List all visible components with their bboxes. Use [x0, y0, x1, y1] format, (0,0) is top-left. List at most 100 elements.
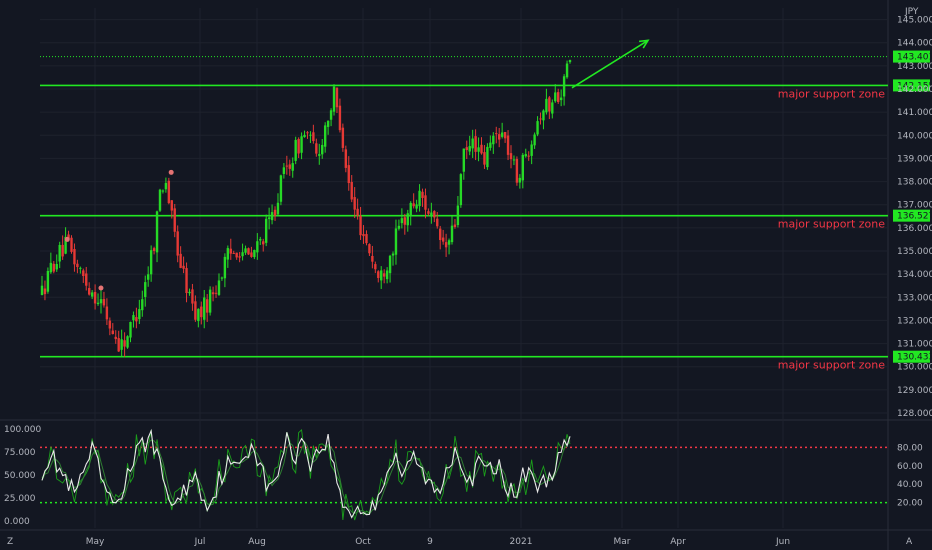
candle-body: [61, 244, 64, 257]
candle-body: [374, 264, 377, 270]
candle-body: [306, 132, 309, 134]
candle-body: [155, 211, 159, 253]
time-tick-label: 9: [427, 537, 433, 547]
candle-body: [506, 135, 510, 155]
candle-body: [356, 208, 359, 216]
candle-body: [444, 242, 448, 248]
candle-body: [167, 180, 171, 204]
candle-body: [262, 241, 265, 245]
time-tick-label: 2021: [510, 537, 533, 547]
candle-body: [264, 218, 268, 243]
support-price-tag: [893, 209, 930, 222]
candle-body: [515, 158, 519, 183]
candle-body: [223, 256, 227, 279]
price-tick-label: 133.000: [897, 293, 932, 303]
candle-body: [409, 202, 412, 216]
candle-body: [371, 255, 374, 262]
candle-body: [447, 240, 451, 245]
price-tick-label: 144.000: [897, 39, 932, 49]
candle-body: [350, 181, 353, 200]
time-axis[interactable]: May Jul Aug Oct 9 2021 Mar Apr Jun Z A: [7, 537, 913, 547]
price-tick-label: 130.000: [897, 363, 932, 373]
candle-body: [453, 224, 457, 227]
candle-body: [403, 217, 407, 225]
candle-body: [335, 87, 339, 108]
candlesticks: [40, 59, 572, 357]
candle-body: [244, 248, 247, 253]
candle-body: [397, 225, 401, 229]
support-lines: 142.155 136.527 130.433 143.401: [40, 50, 932, 363]
candle-body: [521, 154, 525, 181]
oscillator-left-tick: 25.000: [4, 494, 36, 504]
candle-body: [512, 159, 516, 161]
candle-body: [185, 268, 188, 294]
candle-body: [465, 147, 468, 151]
time-tick-label: Jul: [194, 537, 206, 547]
candle-body: [52, 263, 55, 272]
candle-body: [247, 248, 250, 255]
candle-body: [200, 306, 203, 318]
time-tick-label: Aug: [248, 537, 266, 547]
candle-body: [503, 131, 507, 139]
candle-body: [117, 338, 120, 352]
candle-body: [459, 174, 463, 206]
candle-body: [365, 234, 368, 244]
candle-body: [138, 309, 141, 320]
candle-body: [562, 76, 566, 97]
candle-body: [433, 211, 436, 218]
current-price-tag: [893, 50, 930, 63]
candle-body: [312, 132, 315, 142]
pivot-markers: [64, 169, 174, 291]
candle-body: [427, 211, 430, 214]
projection-arrow: [571, 39, 650, 89]
candle-body: [559, 97, 563, 101]
candle-body: [96, 302, 100, 305]
support-price-tag-text: 136.527: [897, 212, 932, 222]
oscillator-left-tick: 0.000: [4, 517, 30, 527]
candle-body: [359, 215, 362, 236]
candle-body: [85, 273, 88, 286]
candle-body: [441, 237, 445, 242]
candle-body: [436, 218, 439, 227]
candle-body: [347, 165, 350, 184]
time-tick-label: Apr: [670, 537, 686, 547]
candle-body: [158, 189, 162, 211]
candle-body: [161, 190, 165, 192]
price-axis[interactable]: 145.000 144.000 143.000 142.000 141.000 140.0…: [897, 7, 932, 419]
currency-label: JPY: [904, 7, 919, 17]
candle-body: [229, 248, 232, 254]
candle-body: [93, 291, 97, 304]
candle-body: [530, 144, 533, 156]
support-price-tag-text: 142.155: [897, 81, 932, 91]
candle-body: [300, 136, 303, 153]
candle-body: [253, 249, 256, 258]
candle-body: [492, 135, 495, 145]
oscillator-right-tick: 60.00: [897, 462, 923, 472]
candle-body: [173, 208, 176, 232]
candle-body: [551, 102, 554, 114]
candle-body: [87, 288, 91, 295]
candle-body: [76, 263, 79, 268]
oscillator-left-tick: 50.000: [4, 471, 36, 481]
candle-body: [353, 197, 356, 210]
candle-body: [170, 200, 173, 211]
candle-body: [536, 121, 539, 135]
candle-body: [421, 191, 424, 198]
price-tick-label: 128.000: [897, 409, 932, 419]
support-zone-label: major support zone: [778, 218, 885, 231]
candle-body: [468, 146, 471, 152]
price-tick-label: 136.000: [897, 224, 932, 234]
candle-body: [486, 146, 489, 168]
price-tick-label: 140.000: [897, 131, 932, 141]
candle-body: [282, 167, 286, 174]
arrow-head: [638, 39, 650, 49]
candle-body: [326, 120, 330, 127]
candle-body: [273, 209, 277, 216]
candle-body: [471, 138, 474, 149]
candle-body: [250, 252, 253, 257]
candle-body: [108, 320, 112, 329]
candle-body: [82, 270, 85, 277]
price-tick-label: 138.000: [897, 178, 932, 188]
candle-body: [323, 125, 327, 147]
